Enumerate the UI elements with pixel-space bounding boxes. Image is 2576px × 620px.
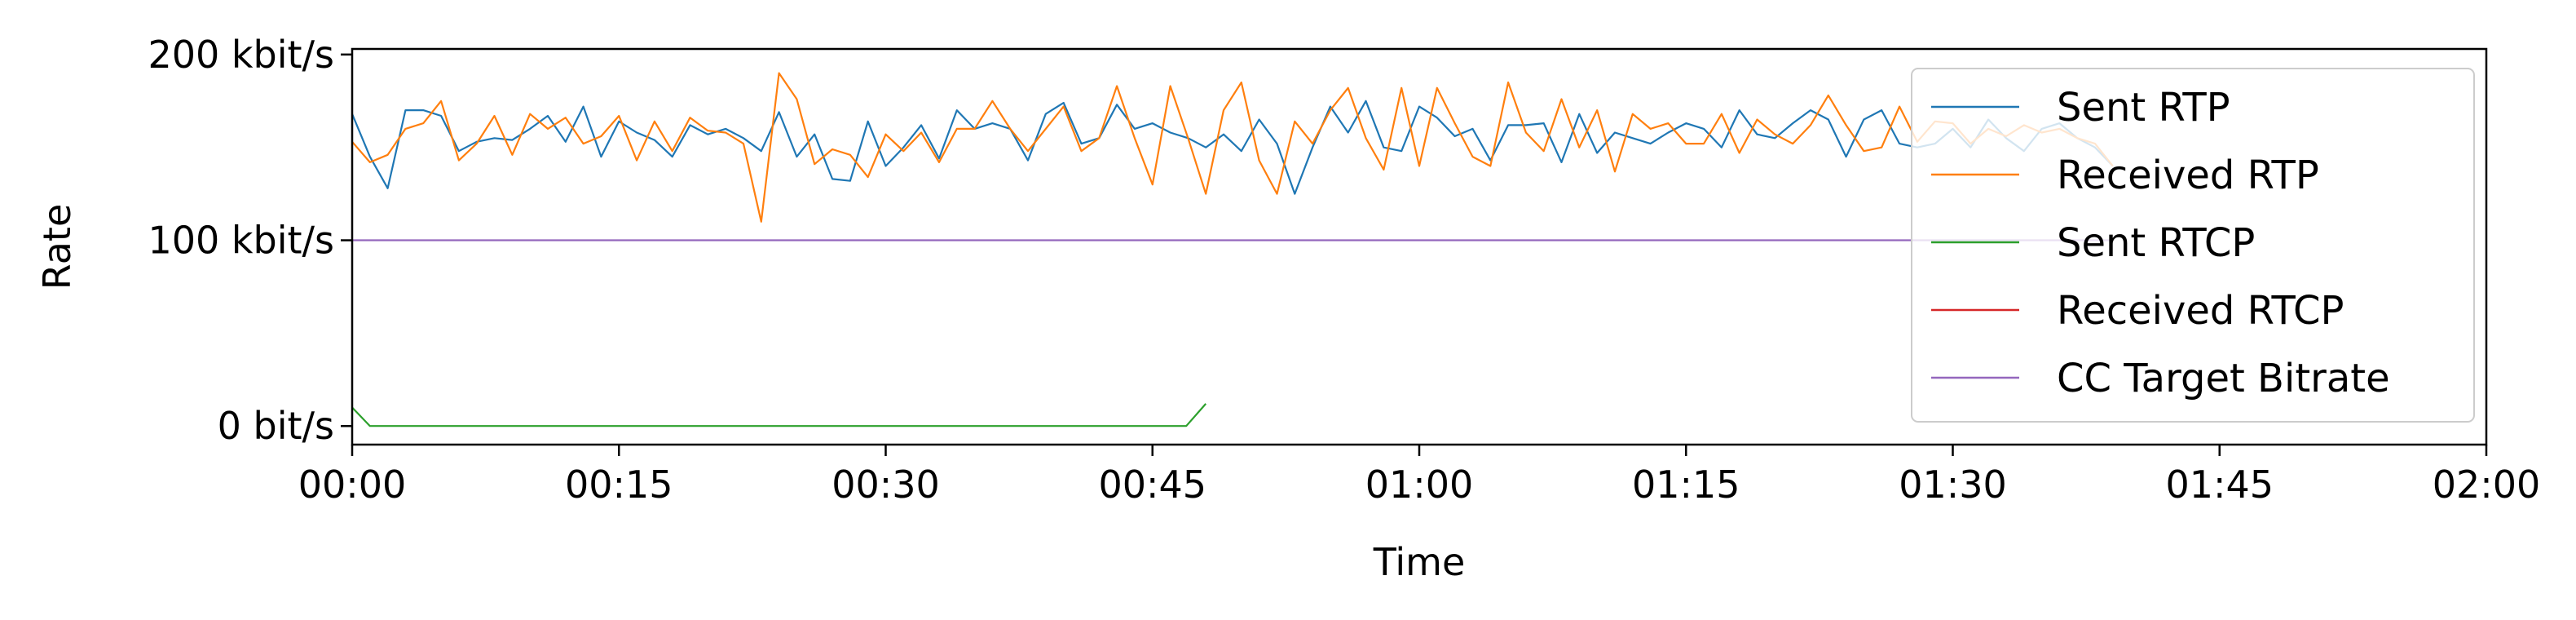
series-line-sent-rtp [351, 100, 2114, 195]
legend-box [1911, 68, 2475, 423]
legend-label: Received RTP [2057, 153, 2319, 198]
legend-label: Received RTCP [2057, 288, 2344, 334]
legend-item-received-rtcp: Received RTCP [1931, 288, 2344, 334]
legend-item-sent-rtp: Sent RTP [1931, 85, 2230, 131]
legend-item-cc-target-bitrate: CC Target Bitrate [1931, 356, 2390, 401]
legend-label: CC Target Bitrate [2057, 356, 2390, 401]
x-axis: 00:00 00:15 00:30 00:45 01:00 01:15 01:30 01:45… [298, 445, 2541, 507]
x-tick-label: 01:30 [1899, 463, 2007, 507]
series-line-sent-rtcp [351, 403, 1207, 427]
x-tick-label: 01:00 [1365, 463, 1474, 507]
legend-item-received-rtp: Received RTP [1931, 153, 2319, 198]
x-tick-label: 01:45 [2165, 463, 2274, 507]
legend-item-sent-rtcp: Sent RTCP [1931, 220, 2255, 266]
y-axis-label: Rate [35, 204, 79, 290]
x-axis-label: Time [1373, 540, 1466, 584]
series-layer [351, 72, 2114, 427]
y-tick-label: 0 bit/s [218, 404, 334, 448]
legend: Sent RTP Received RTP Sent RTCP Received RT… [1911, 68, 2475, 423]
x-tick-label: 00:00 [298, 463, 407, 507]
x-tick-label: 02:00 [2433, 463, 2541, 507]
x-tick-label: 00:30 [831, 463, 940, 507]
x-tick-label: 00:15 [565, 463, 673, 507]
legend-label: Sent RTCP [2057, 220, 2255, 266]
x-tick-label: 01:15 [1632, 463, 1740, 507]
y-axis: 0 bit/s 100 kbit/s 200 kbit/s [148, 33, 352, 448]
series-line-received-rtp [351, 72, 2114, 223]
legend-label: Sent RTP [2057, 85, 2230, 131]
y-tick-label: 100 kbit/s [148, 219, 334, 263]
y-tick-label: 200 kbit/s [148, 33, 334, 77]
x-tick-label: 00:45 [1098, 463, 1206, 507]
